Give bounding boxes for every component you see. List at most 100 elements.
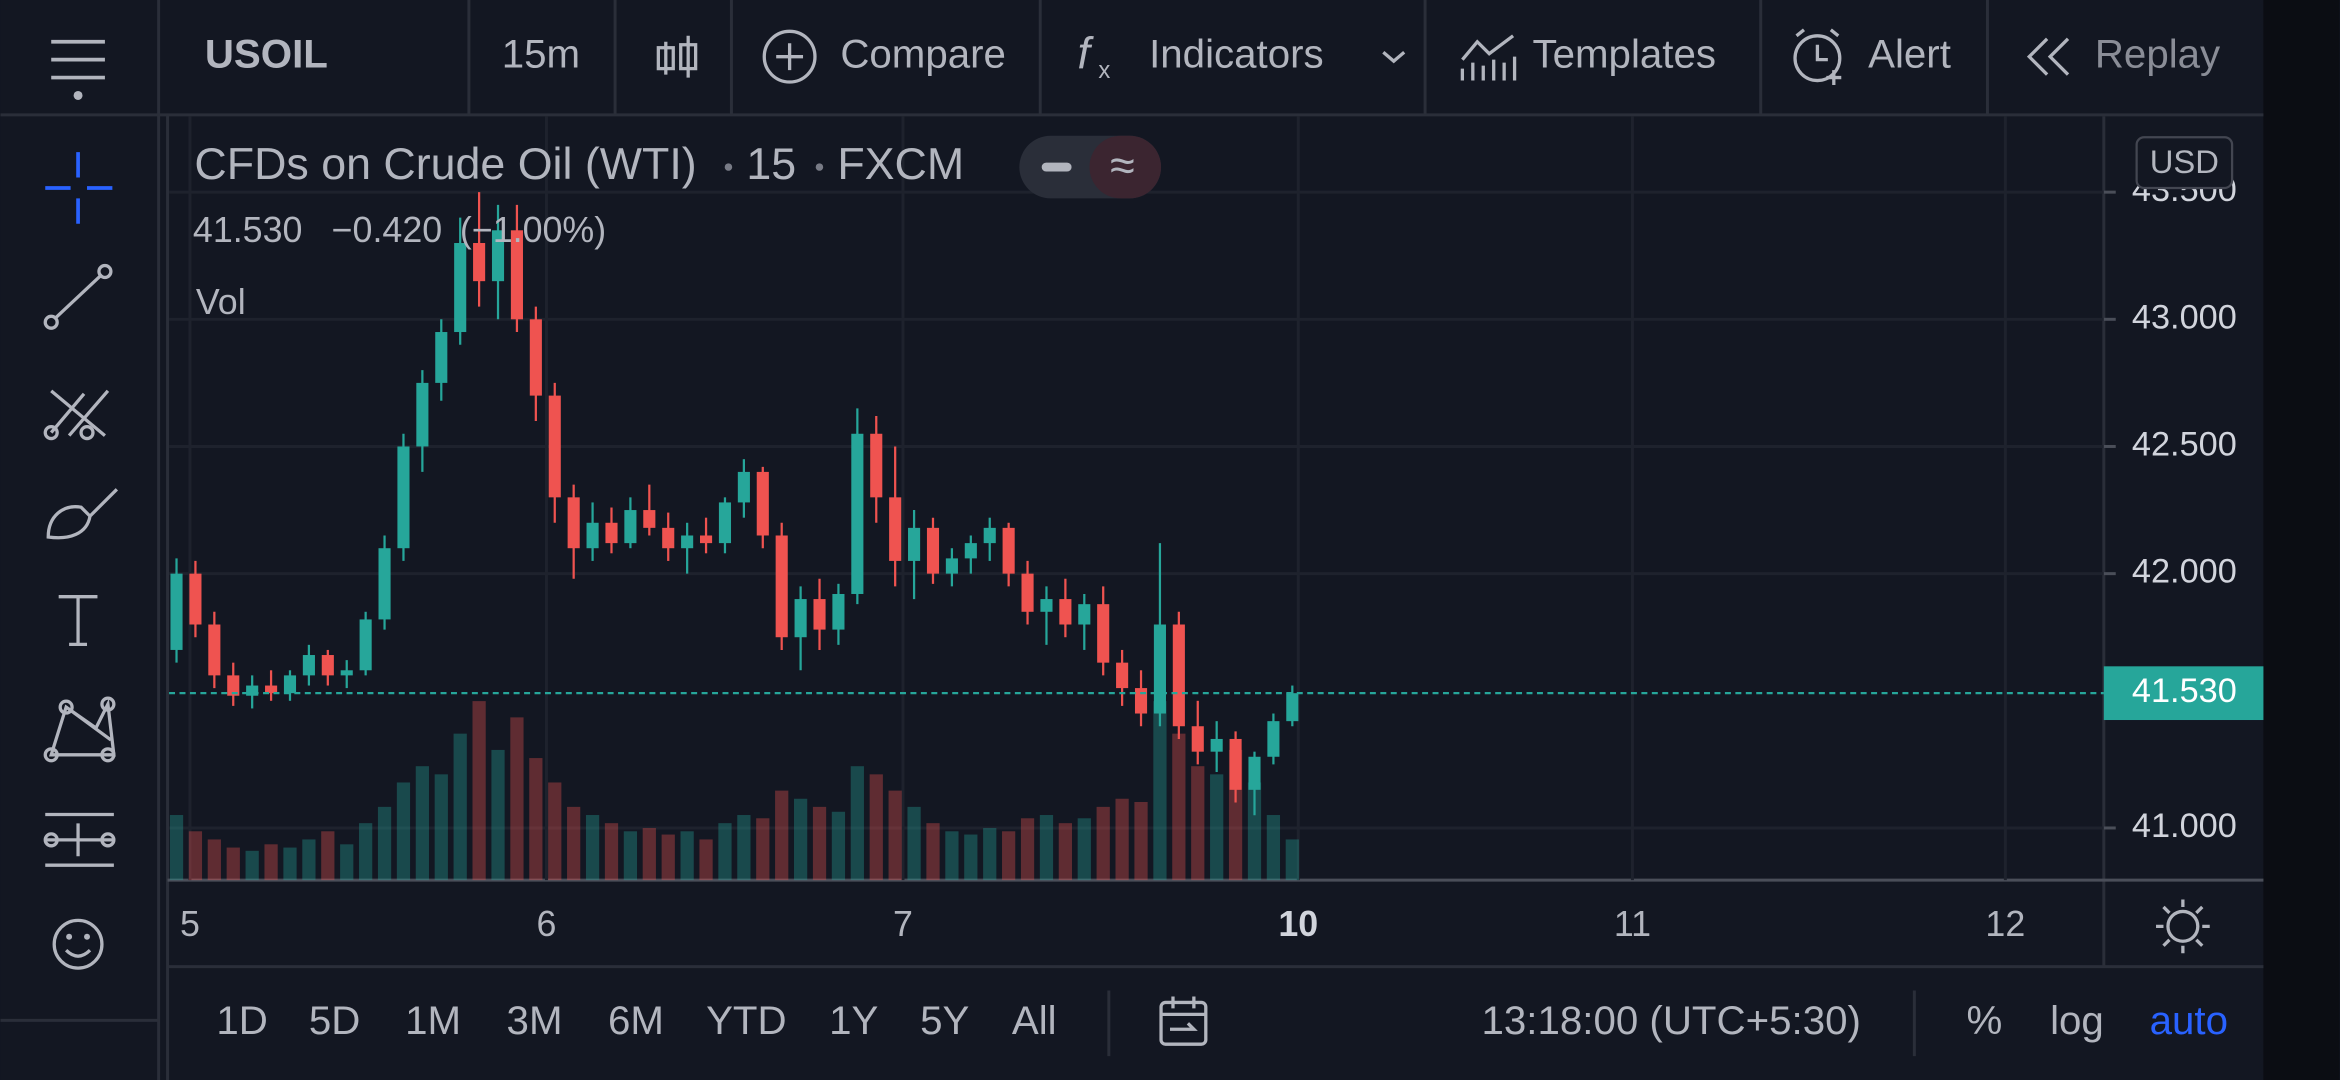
volume-bar (699, 839, 713, 881)
replay-label: Replay (2095, 31, 2221, 76)
candle-body (832, 593, 845, 630)
range-button[interactable]: 5D (309, 998, 360, 1043)
candle-body (529, 319, 542, 396)
brush-tool[interactable] (46, 488, 119, 540)
measure-tool[interactable] (43, 812, 116, 867)
volume-bar (775, 790, 789, 881)
chart-interval: 15 (746, 139, 796, 189)
volume-bar (850, 766, 864, 881)
volume-bar (756, 818, 770, 881)
volume-bar (1077, 818, 1091, 881)
candle-body (813, 599, 826, 630)
volume-bar (169, 815, 184, 881)
candle-body (208, 624, 221, 676)
alert-button[interactable]: Alert (1793, 28, 1951, 86)
chart-type-button[interactable] (656, 35, 698, 78)
volume-bar (207, 839, 221, 881)
goto-date-button[interactable] (1159, 996, 1208, 1046)
text-tool[interactable] (58, 595, 98, 647)
candle-body (189, 573, 202, 625)
change-percent: (−1.00%) (460, 210, 606, 250)
trendline-tool[interactable] (43, 263, 113, 330)
volume-bar (491, 749, 505, 881)
volume-bar (1266, 815, 1281, 881)
candle-body (340, 670, 353, 676)
volume-bar (1039, 815, 1054, 881)
log-toggle[interactable]: log (2050, 998, 2104, 1043)
range-button[interactable]: 5Y (920, 998, 969, 1043)
candle-body (1040, 599, 1053, 612)
volume-bar (737, 815, 751, 881)
auto-toggle[interactable]: auto (2150, 998, 2228, 1043)
currency-badge[interactable]: USD (2135, 136, 2234, 190)
volume-bar (1285, 839, 1299, 881)
price-label-bg (2103, 666, 2264, 721)
candle-body (473, 243, 486, 282)
volume-bar (377, 806, 392, 881)
emoji-tool[interactable] (52, 918, 104, 970)
volume-bar (264, 844, 278, 881)
volume-bar (245, 850, 259, 881)
compare-button[interactable]: Compare (762, 29, 1006, 84)
candle-body (1059, 599, 1072, 625)
pattern-tool[interactable] (43, 696, 116, 763)
volume-bar (812, 806, 827, 881)
alert-label: Alert (1868, 31, 1951, 76)
candle-body (870, 433, 883, 498)
range-button[interactable]: 1D (216, 998, 267, 1043)
replay-button[interactable]: Replay (2026, 31, 2221, 76)
x-tick-label: 12 (1985, 904, 2025, 944)
range-button[interactable]: 1Y (829, 998, 878, 1043)
interval[interactable]: 15m (502, 31, 580, 76)
crosshair-tool[interactable] (45, 152, 113, 224)
range-button[interactable]: 6M (608, 998, 664, 1043)
candle-body (1002, 527, 1015, 574)
volume-label: Vol (196, 282, 246, 322)
range-button[interactable]: All (1012, 998, 1057, 1043)
candle-body (1153, 624, 1166, 714)
volume-bar (604, 823, 619, 881)
candle-body (1267, 721, 1280, 757)
candle-body (889, 497, 902, 561)
symbol[interactable]: USOIL (205, 31, 328, 76)
volume-bar (888, 790, 902, 881)
x-tick-label: 11 (1614, 904, 1651, 944)
range-button[interactable]: YTD (706, 998, 787, 1043)
templates-label: Templates (1532, 31, 1716, 76)
candle-body (302, 655, 315, 676)
candle-body (1116, 662, 1129, 689)
volume-bar (548, 782, 562, 881)
volume-bar (661, 834, 675, 881)
range-button[interactable]: 1M (405, 998, 461, 1043)
currency: USD (2150, 143, 2219, 180)
volume-bar (1191, 766, 1205, 881)
y-tick-label: 43.000 (2132, 298, 2237, 336)
volume-bar (585, 815, 600, 881)
percent-toggle[interactable]: % (1967, 998, 2003, 1043)
templates-button[interactable]: Templates (1460, 31, 1716, 81)
volume-bar (415, 766, 429, 881)
volume-bar (1002, 831, 1016, 881)
range-button[interactable]: 3M (507, 998, 563, 1043)
volume-bar (1058, 823, 1072, 881)
settings-button[interactable] (2156, 899, 2210, 954)
volume-bar (567, 806, 581, 881)
volume-bar (1153, 701, 1167, 881)
candle-body (605, 522, 618, 544)
menu-button[interactable] (51, 39, 105, 100)
volume-bar (1115, 798, 1129, 881)
volume-bar (1020, 818, 1035, 881)
candle-body (926, 527, 940, 574)
svg-text:≈: ≈ (1110, 140, 1135, 190)
volume-bar (1210, 774, 1224, 881)
candle-body (1172, 624, 1185, 727)
candle-body (567, 497, 580, 549)
candle-body (1229, 738, 1242, 790)
fib-tool[interactable] (43, 389, 110, 441)
edge-strip (2263, 0, 2340, 1080)
candle-body (265, 685, 278, 694)
svg-text:x: x (1098, 57, 1110, 84)
candle-body (775, 535, 788, 638)
